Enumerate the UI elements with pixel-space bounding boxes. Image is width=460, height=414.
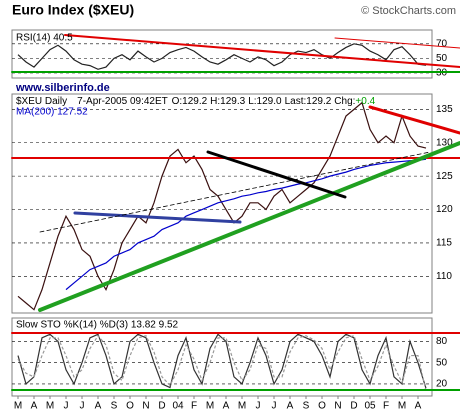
x-tick-label: 04 xyxy=(172,401,184,412)
x-tick-label: A xyxy=(95,401,102,412)
y-tick-label: 50 xyxy=(436,357,448,368)
series-line xyxy=(65,158,427,291)
header-item: Chg: xyxy=(334,96,355,107)
x-tick-label: A xyxy=(223,401,230,412)
x-tick-label: 05 xyxy=(364,401,376,412)
header-item: L:129.0 xyxy=(248,96,282,107)
y-tick-label: 110 xyxy=(436,271,452,282)
trendline xyxy=(73,211,242,224)
sto-panel xyxy=(11,317,433,397)
rsi-panel xyxy=(11,29,433,79)
watermark: www.silberinfo.de xyxy=(15,82,110,94)
y-tick-label: 50 xyxy=(436,53,448,64)
x-tick-label: M xyxy=(206,401,214,412)
series-line xyxy=(17,334,427,392)
x-tick-label: M xyxy=(14,401,22,412)
x-tick-label: J xyxy=(80,401,85,412)
x-tick-label: M xyxy=(398,401,406,412)
credit: © StockCharts.com xyxy=(361,5,456,17)
price-header: $XEU Daily 7-Apr-2005 09:42ET O:129.2 H:129… xyxy=(16,96,376,107)
y-tick-label: 125 xyxy=(436,171,453,182)
x-tick-label: D xyxy=(158,401,165,412)
header-item: 7-Apr-2005 09:42ET xyxy=(77,96,168,107)
x-tick-label: J xyxy=(272,401,277,412)
x-tick-label: F xyxy=(383,401,389,412)
x-tick-label: N xyxy=(334,401,341,412)
trendline xyxy=(39,151,431,233)
trendline xyxy=(38,141,460,312)
x-tick-label: J xyxy=(256,401,261,412)
trendlines xyxy=(11,34,460,391)
x-tick-label: S xyxy=(303,401,310,412)
x-tick-label: D xyxy=(350,401,357,412)
trendline xyxy=(206,150,347,199)
y-tick-label: 70 xyxy=(436,38,448,49)
header-item: Last:129.2 xyxy=(285,96,332,107)
header-item: +0.4 xyxy=(355,96,375,107)
series-line xyxy=(17,101,427,311)
trendline xyxy=(64,34,460,68)
y-tick-label: 80 xyxy=(436,336,448,347)
y-tick-label: 120 xyxy=(436,204,453,215)
x-tick-label: A xyxy=(415,401,422,412)
header-item: H:129.3 xyxy=(210,96,245,107)
x-tick-label: O xyxy=(126,401,134,412)
x-tick-label: A xyxy=(31,401,38,412)
sto-legend: Slow STO %K(14) %D(3) 13.82 9.52 xyxy=(16,320,179,331)
trendline xyxy=(334,37,460,49)
y-tick-label: 20 xyxy=(436,379,448,390)
trendline xyxy=(368,105,460,135)
x-tick-label: M xyxy=(46,401,54,412)
x-tick-label: N xyxy=(142,401,149,412)
header-item: O:129.2 xyxy=(172,96,208,107)
chart-title: Euro Index ($XEU) xyxy=(12,2,134,18)
x-tick-label: A xyxy=(287,401,294,412)
ma-legend: MA(200) 127.52 xyxy=(16,107,88,118)
x-tick-label: J xyxy=(64,401,69,412)
y-tick-label: 30 xyxy=(436,68,448,79)
header-item: $XEU Daily xyxy=(16,96,67,107)
rsi-legend: RSI(14) 40.5 xyxy=(16,33,73,44)
x-tick-label: O xyxy=(318,401,326,412)
y-tick-label: 135 xyxy=(436,104,453,115)
y-tick-label: 115 xyxy=(436,238,452,249)
x-tick-label: F xyxy=(191,401,197,412)
x-tick-label: M xyxy=(238,401,246,412)
y-tick-label: 130 xyxy=(436,137,453,148)
series-line xyxy=(17,43,427,70)
x-tick-label: S xyxy=(111,401,118,412)
